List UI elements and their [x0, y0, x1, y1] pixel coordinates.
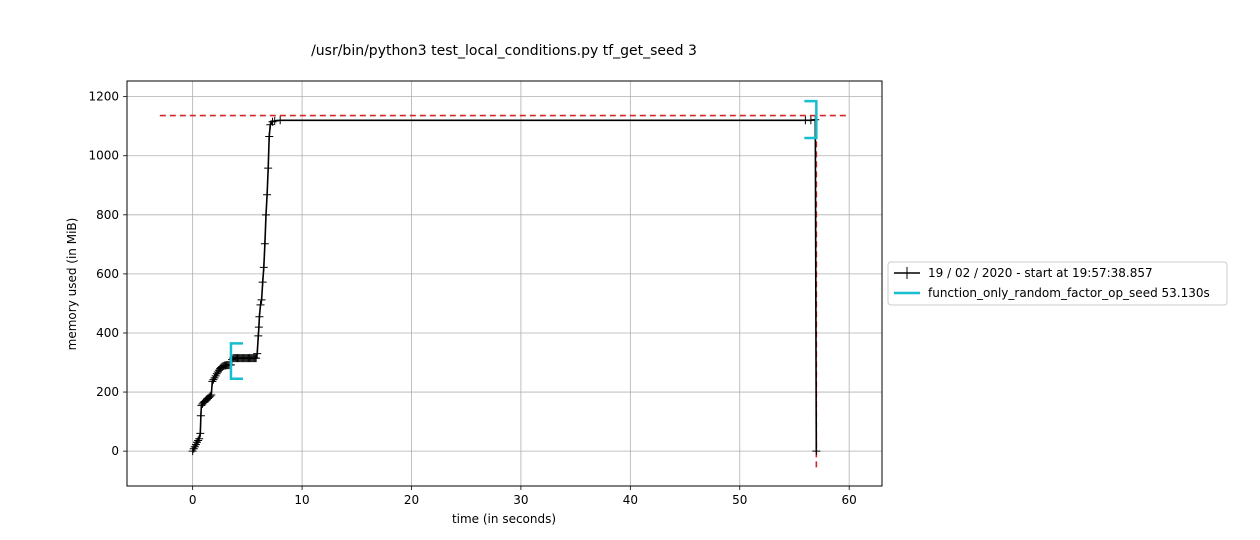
legend-label-memory: 19 / 02 / 2020 - start at 19:57:38.857 — [928, 266, 1153, 280]
memory-sample-marker — [210, 373, 219, 382]
memory-sample-marker — [195, 434, 204, 443]
memory-sample-marker — [276, 116, 285, 125]
x-tick-label: 40 — [623, 493, 638, 507]
memory-sample-marker — [259, 263, 268, 272]
function-end-bracket — [804, 99, 818, 140]
legend-frame — [887, 261, 1228, 306]
memory-sample-marker — [263, 190, 272, 199]
function-start-bracket — [229, 342, 243, 381]
memory-sample-marker — [189, 444, 198, 453]
y-tick-label: 800 — [96, 208, 119, 222]
chart-title: /usr/bin/python3 test_local_conditions.p… — [311, 43, 697, 59]
y-tick-label: 400 — [96, 326, 119, 340]
memory-sample-marker — [261, 210, 270, 219]
y-axis-label: memory used (in MiB) — [65, 218, 79, 351]
y-tick-label: 0 — [111, 444, 119, 458]
legend-label-function: function_only_random_factor_op_seed 53.1… — [928, 286, 1210, 300]
memory-sample-marker — [260, 239, 269, 248]
memory-sample-marker — [255, 312, 264, 321]
y-tick-label: 600 — [96, 267, 119, 281]
memory-sample-marker — [270, 116, 279, 125]
legend: 19 / 02 / 2020 - start at 19:57:38.857 f… — [887, 261, 1228, 306]
memory-sample-marker — [806, 116, 815, 125]
x-tick-label: 60 — [842, 493, 857, 507]
y-tick-label: 200 — [96, 385, 119, 399]
memory-series — [188, 115, 821, 456]
y-tick-label: 1200 — [88, 90, 119, 104]
memory-sample-marker — [264, 164, 273, 173]
memory-sample-marker — [206, 392, 215, 401]
memory-usage-line — [191, 118, 818, 452]
memory-sample-marker — [258, 278, 267, 287]
memory-sample-marker — [196, 429, 205, 438]
memory-sample-marker — [194, 436, 203, 445]
memory-sample-marker — [812, 447, 821, 456]
x-tick-label: 30 — [513, 493, 528, 507]
y-axis-ticks: 0 200 400 600 800 1000 1200 — [88, 90, 127, 458]
memory-sample-marker — [256, 300, 265, 309]
memory-sample-marker — [257, 295, 266, 304]
function-brackets — [229, 99, 818, 381]
y-tick-label: 1000 — [88, 149, 119, 163]
x-axis-label: time (in seconds) — [452, 512, 556, 526]
plot-frame — [126, 80, 883, 487]
legend-marker-plus — [901, 267, 913, 279]
memory-sample-marker — [196, 411, 205, 420]
memory-sample-marker — [190, 442, 199, 451]
x-tick-label: 50 — [732, 493, 747, 507]
memory-sample-marker — [254, 331, 263, 340]
memory-sample-marker — [253, 349, 262, 358]
memory-sample-marker — [254, 323, 263, 332]
x-tick-label: 0 — [189, 493, 197, 507]
grid-layer — [127, 81, 882, 486]
x-tick-label: 20 — [404, 493, 419, 507]
memory-sample-marker — [252, 354, 261, 363]
x-axis-ticks: 0 10 20 30 40 50 60 — [189, 486, 857, 507]
x-tick-label: 10 — [294, 493, 309, 507]
memory-sample-marker — [265, 132, 274, 141]
memory-sample-marker — [207, 391, 216, 400]
